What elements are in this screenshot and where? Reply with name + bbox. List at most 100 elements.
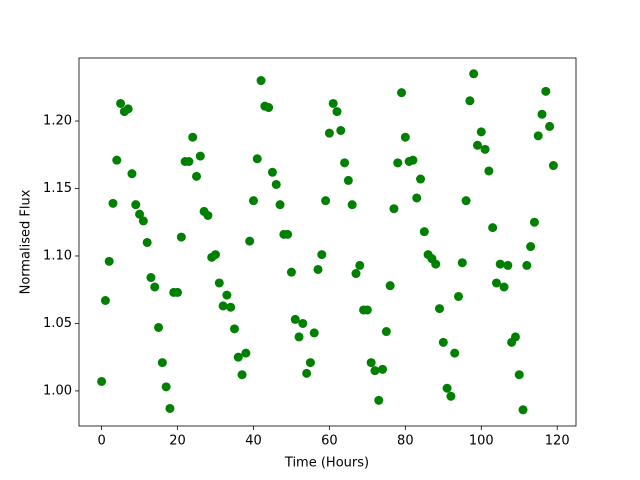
x-tick-label: 60 (321, 434, 338, 449)
point (154, 322, 164, 332)
point (450, 348, 460, 358)
y-tick-label: 1.00 (43, 383, 72, 398)
point (453, 291, 463, 301)
point (248, 196, 258, 206)
point (173, 287, 183, 297)
point (283, 229, 293, 239)
point (241, 348, 251, 358)
point (229, 324, 239, 334)
plot-frame (78, 57, 577, 427)
point (366, 358, 376, 368)
point (324, 128, 334, 138)
point (222, 290, 232, 300)
point (150, 282, 160, 292)
point (294, 332, 304, 342)
point (116, 98, 126, 108)
point (97, 376, 107, 386)
point (548, 161, 558, 171)
point (537, 109, 547, 119)
point (267, 167, 277, 177)
point (165, 403, 175, 413)
point (412, 193, 422, 203)
point (347, 200, 357, 210)
point (203, 210, 213, 220)
point (210, 250, 220, 260)
y-tick-label: 1.05 (43, 316, 72, 331)
point (397, 88, 407, 98)
point (218, 301, 228, 311)
point (343, 175, 353, 185)
point (510, 332, 520, 342)
point (529, 217, 539, 227)
point (245, 236, 255, 246)
point (541, 86, 551, 96)
point (161, 382, 171, 392)
point (472, 140, 482, 150)
x-tick-label: 80 (397, 434, 414, 449)
point (393, 158, 403, 168)
point (480, 144, 490, 154)
point (476, 127, 486, 137)
point (461, 196, 471, 206)
point (233, 352, 243, 362)
point (309, 328, 319, 338)
point (188, 132, 198, 142)
point (491, 278, 501, 288)
y-tick-label: 1.10 (43, 248, 72, 263)
point (495, 259, 505, 269)
point (112, 155, 122, 165)
x-tick-label: 40 (245, 434, 262, 449)
point (305, 358, 315, 368)
point (271, 179, 281, 189)
point (545, 121, 555, 131)
point (298, 318, 308, 328)
point (351, 269, 361, 279)
point (157, 358, 167, 368)
point (526, 242, 536, 252)
point (408, 155, 418, 165)
point (237, 370, 247, 380)
x-tick-label: 0 (97, 434, 105, 449)
x-tick-label: 100 (469, 434, 494, 449)
point (226, 302, 236, 312)
point (131, 200, 141, 210)
point (135, 209, 145, 219)
x-tick-label: 20 (169, 434, 186, 449)
point (336, 125, 346, 135)
point (431, 259, 441, 269)
point (514, 370, 524, 380)
point (362, 305, 372, 315)
point (195, 151, 205, 161)
point (290, 314, 300, 324)
point (146, 273, 156, 283)
point (100, 295, 110, 305)
point (374, 395, 384, 405)
point (457, 258, 467, 268)
point (488, 223, 498, 233)
point (340, 158, 350, 168)
point (127, 169, 137, 179)
point (442, 383, 452, 393)
point (328, 98, 338, 108)
point (469, 69, 479, 79)
point (104, 256, 114, 266)
point (378, 364, 388, 374)
point (465, 96, 475, 106)
point (214, 278, 224, 288)
point (484, 166, 494, 176)
point (317, 250, 327, 260)
point (108, 198, 118, 208)
point (503, 260, 513, 270)
point (381, 327, 391, 337)
point (499, 282, 509, 292)
point (138, 216, 148, 226)
point (435, 304, 445, 314)
point (416, 174, 426, 184)
point (313, 264, 323, 274)
point (438, 337, 448, 347)
point (142, 237, 152, 247)
point (184, 157, 194, 167)
point (321, 196, 331, 206)
point (385, 281, 395, 291)
